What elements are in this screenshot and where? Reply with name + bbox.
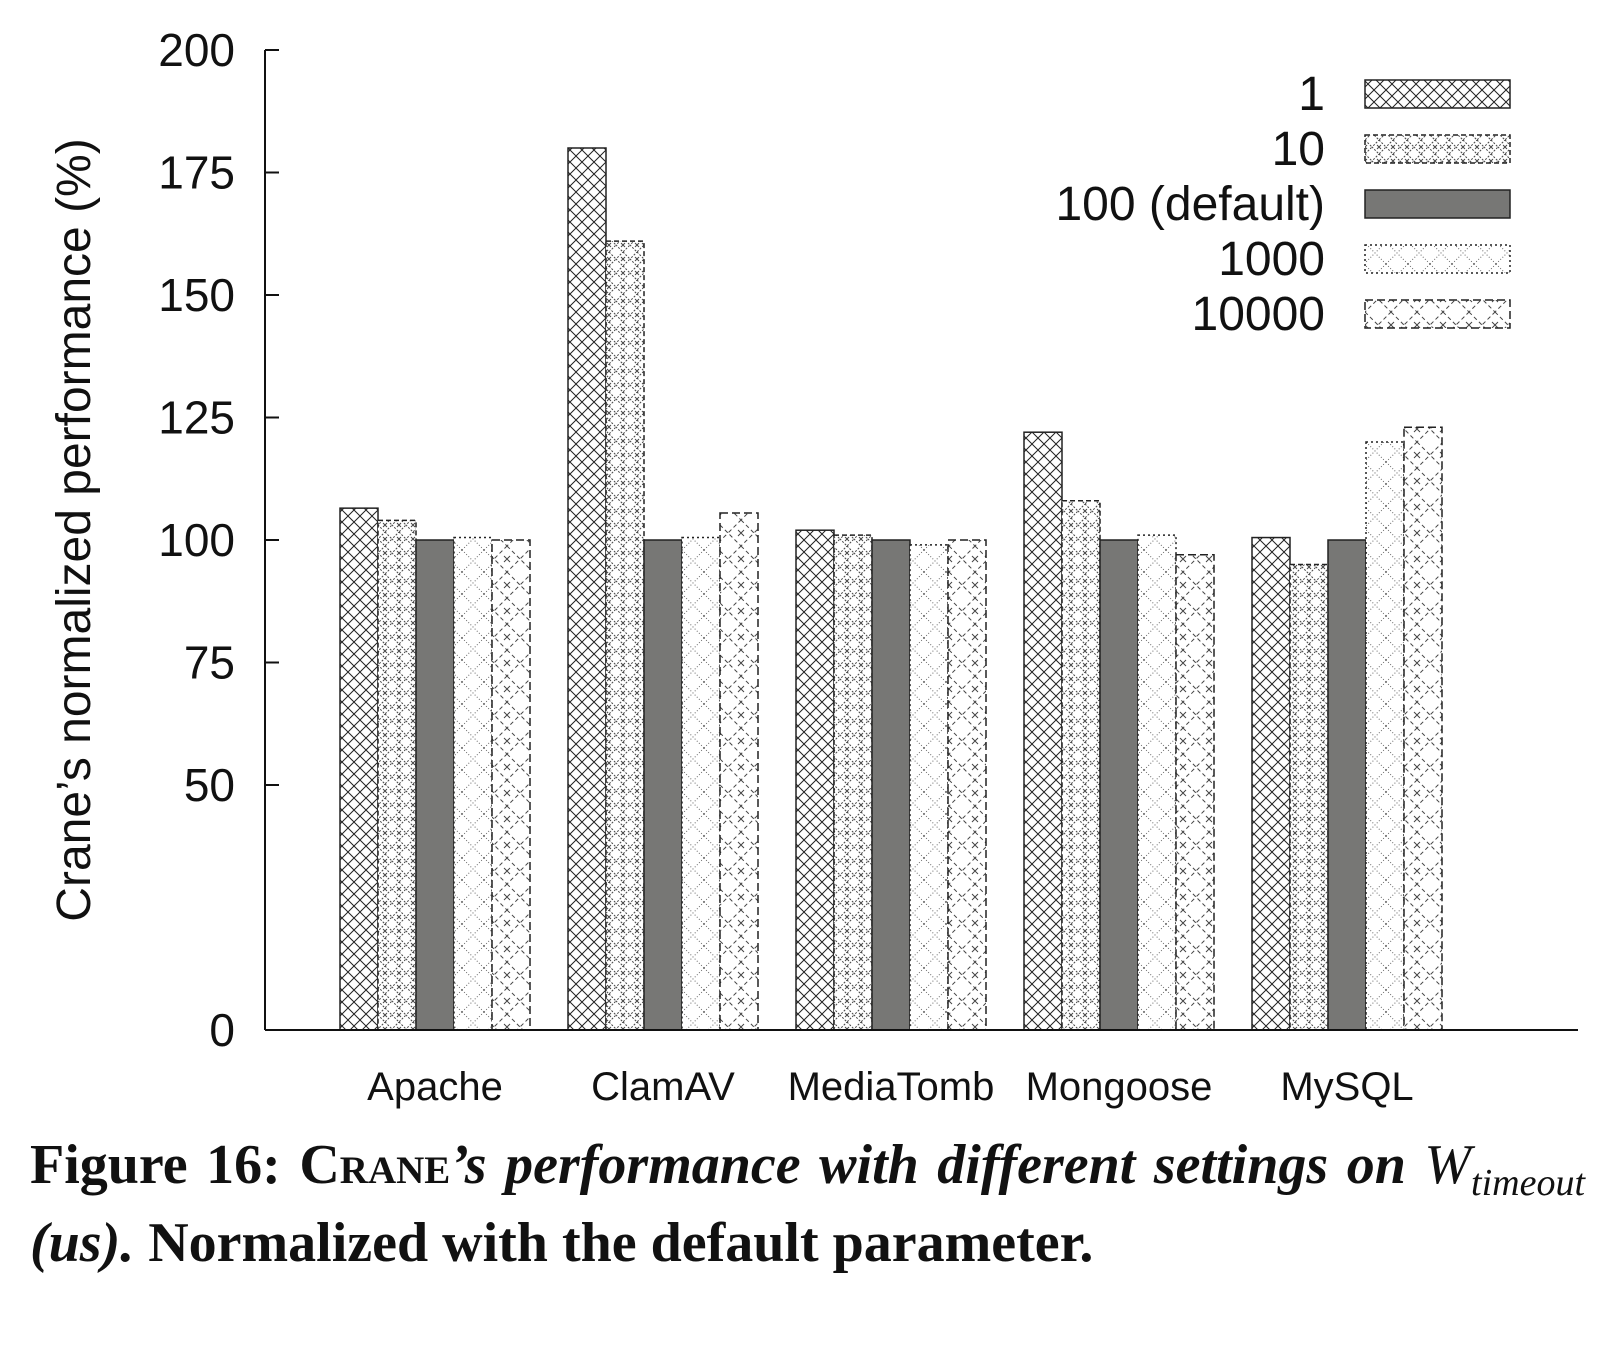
x-tick-label: MediaTomb	[788, 1065, 995, 1109]
bar-apache-series-3	[415, 539, 455, 1031]
x-tick-label: Apache	[367, 1065, 503, 1109]
caption-title: ’s performance with different settings o…	[450, 1134, 1406, 1196]
bar-clamav-series-2	[605, 240, 645, 1031]
bar-mediatomb-series-3	[871, 539, 911, 1031]
bar-mediatomb-series-2	[833, 534, 873, 1031]
bar-mysql-series-5	[1403, 426, 1443, 1031]
x-axis-category-labels: Apache ClamAV MediaTomb Mongoose MySQL	[367, 1065, 1414, 1109]
caption-note: Normalized with the default parameter.	[148, 1211, 1094, 1274]
legend-swatch	[1364, 79, 1511, 109]
y-tick-label: 50	[184, 759, 235, 811]
bar-apache-series-1	[339, 507, 379, 1031]
bar-mysql-series-1	[1251, 536, 1291, 1031]
legend-swatch	[1364, 134, 1511, 164]
bar-clamav-series-1	[567, 147, 607, 1031]
y-tick-label: 175	[158, 147, 235, 199]
caption-symbol: W	[1424, 1134, 1472, 1196]
legend-swatch	[1364, 244, 1511, 274]
y-axis-label: Crane’s normalized performance (%)	[48, 138, 101, 921]
legend-label: 1	[1298, 68, 1325, 121]
y-tick-label: 0	[209, 1004, 235, 1056]
y-tick-label: 125	[158, 392, 235, 444]
bar-mongoose-series-4	[1137, 534, 1177, 1031]
y-tick-label: 200	[158, 24, 235, 76]
figure-caption: Figure 16: Crane’s performance with diff…	[30, 1130, 1585, 1278]
bar-mediatomb-series-1	[795, 529, 835, 1031]
bar-apache-series-4	[453, 536, 493, 1031]
y-tick-label: 75	[184, 637, 235, 689]
bar-mysql-series-3	[1327, 539, 1367, 1031]
bar-apache-series-2	[377, 519, 417, 1031]
system-name: Crane	[299, 1134, 451, 1196]
legend-label: 10	[1272, 123, 1325, 176]
y-axis-ticks: 0 50 75 100 125 150 175 200	[158, 24, 279, 1056]
caption-subscript: timeout	[1471, 1162, 1586, 1205]
figure-label: Figure 16:	[30, 1134, 281, 1196]
bar-mediatomb-series-4	[909, 544, 949, 1031]
legend-swatch	[1364, 299, 1511, 329]
legend-swatch	[1364, 189, 1511, 219]
bar-clamav-series-4	[681, 536, 721, 1031]
bar-mysql-series-2	[1289, 563, 1329, 1031]
bar-mongoose-series-2	[1061, 500, 1101, 1031]
y-tick-label: 150	[158, 269, 235, 321]
legend-label: 100 (default)	[1055, 178, 1325, 231]
bar-mongoose-series-3	[1099, 539, 1139, 1031]
legend-label: 1000	[1218, 233, 1325, 286]
y-tick-label: 100	[158, 514, 235, 566]
x-tick-label: Mongoose	[1026, 1065, 1213, 1109]
legend-label: 10000	[1192, 288, 1325, 341]
bar-clamav-series-3	[643, 539, 683, 1031]
bar-mysql-series-4	[1365, 441, 1405, 1031]
x-tick-label: MySQL	[1280, 1065, 1413, 1109]
bar-mediatomb-series-5	[947, 539, 987, 1031]
bar-apache-series-5	[491, 539, 531, 1031]
bar-series-group	[339, 147, 1443, 1031]
bar-mongoose-series-1	[1023, 431, 1063, 1031]
caption-unit: (us).	[30, 1211, 135, 1274]
bar-clamav-series-5	[719, 512, 759, 1031]
x-tick-label: ClamAV	[591, 1065, 735, 1109]
bar-mongoose-series-5	[1175, 553, 1215, 1031]
